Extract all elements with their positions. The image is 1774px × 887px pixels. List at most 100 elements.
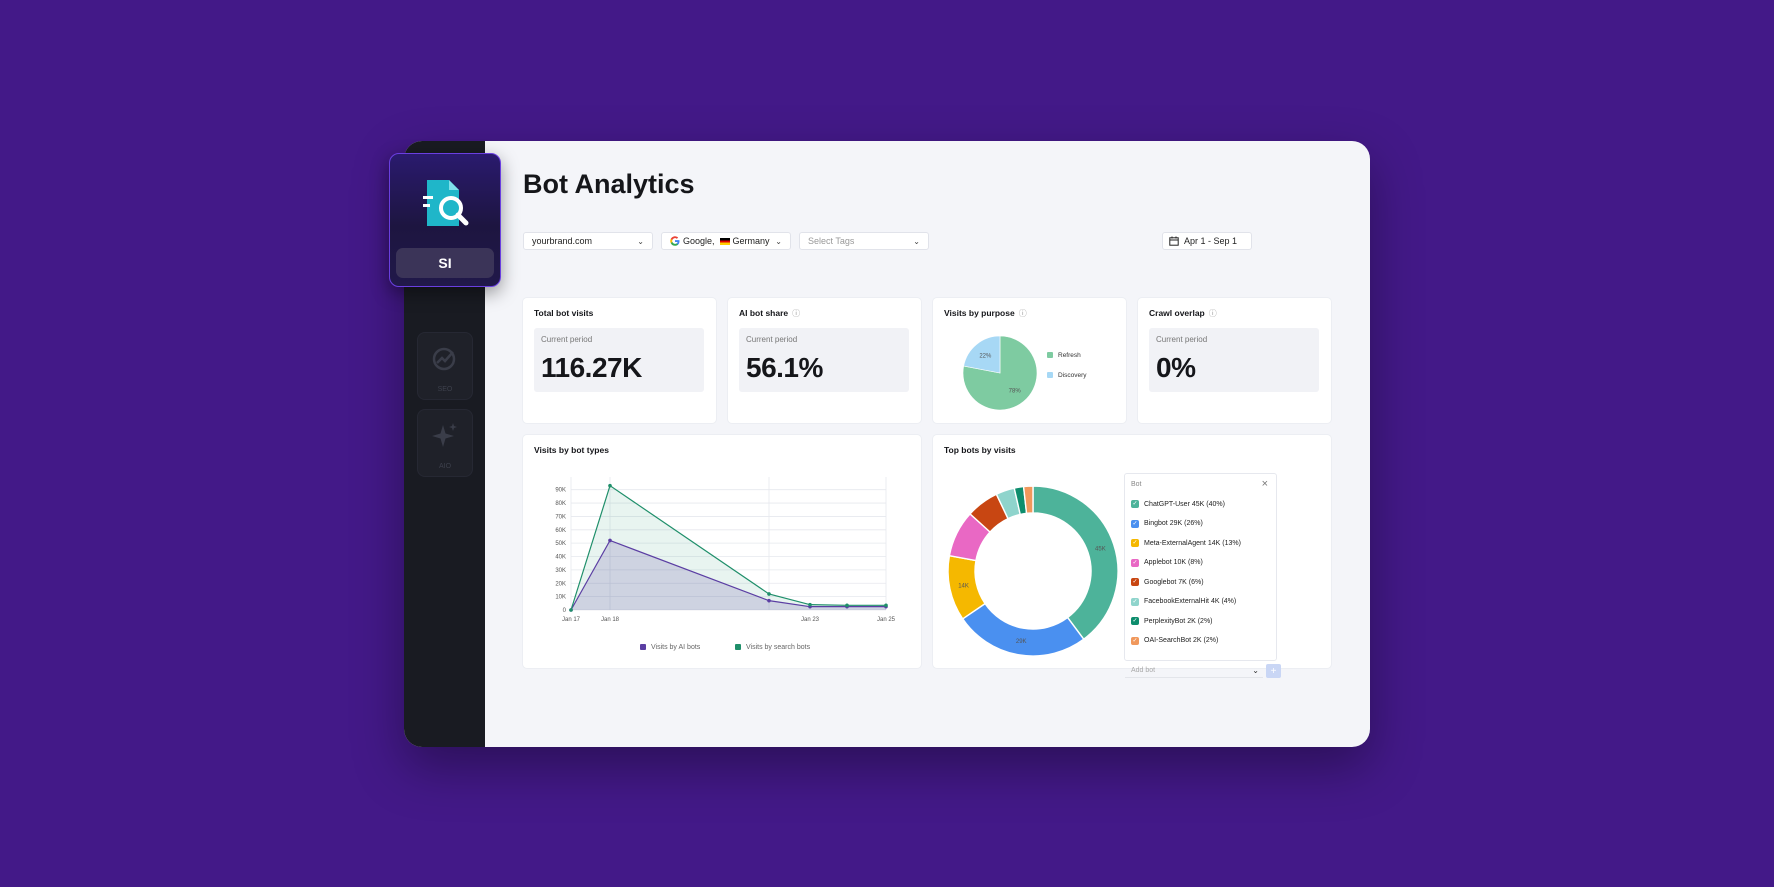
y-tick-label: 30K — [555, 568, 566, 574]
checkbox-checked-icon[interactable]: ✓ — [1131, 597, 1139, 606]
domain-select[interactable]: yourbrand.com ⌄ — [523, 232, 653, 250]
stat-box: Current period 0% — [1149, 328, 1319, 392]
bot-name: Applebot — [1144, 559, 1172, 566]
bot-legend-item[interactable]: ✓ FacebookExternalHit 4K (4%) — [1131, 597, 1237, 606]
info-icon[interactable]: ⓘ — [1208, 309, 1217, 318]
bots-donut-chart: 45K 29K 14K — [947, 485, 1119, 657]
bot-name: FacebookExternalHit — [1144, 598, 1209, 605]
bot-legend-item[interactable]: ✓ PerplexityBot 2K (2%) — [1131, 617, 1213, 625]
domain-select-value: yourbrand.com — [532, 236, 593, 246]
data-point[interactable] — [608, 483, 612, 488]
legend-swatch — [1047, 372, 1053, 379]
series-area — [571, 485, 886, 610]
sidebar-item-aio[interactable]: AIO — [417, 409, 473, 477]
card-title-wrap: Visits by purpose ⓘ — [944, 308, 1027, 319]
visits-by-purpose-card: Visits by purpose ⓘ 78% 22% Refresh Discov… — [933, 298, 1126, 423]
info-icon[interactable]: ⓘ — [792, 309, 801, 318]
info-icon[interactable]: ⓘ — [1018, 309, 1027, 318]
purpose-pie-chart: 78% 22% — [962, 335, 1038, 411]
card-title: Total bot visits — [534, 308, 594, 318]
card-title: Visits by purpose — [944, 308, 1015, 318]
close-icon[interactable]: × — [1261, 478, 1268, 490]
checkbox-checked-icon[interactable]: ✓ — [1131, 617, 1139, 625]
bot-legend-item[interactable]: ✓ Meta-ExternalAgent 14K (13%) — [1131, 539, 1241, 547]
bot-legend-item[interactable]: ✓ ChatGPT-User 45K (40%) — [1131, 500, 1225, 508]
bot-name: Bingbot — [1144, 520, 1168, 527]
y-tick-label: 90K — [555, 488, 566, 494]
date-range-picker[interactable]: Apr 1 - Sep 1 — [1162, 232, 1252, 250]
checkbox-checked-icon[interactable]: ✓ — [1131, 558, 1139, 567]
add-bot-button[interactable]: + — [1266, 664, 1281, 678]
date-range-value: Apr 1 - Sep 1 — [1184, 236, 1238, 246]
data-point[interactable] — [608, 538, 612, 543]
stat-value: 0% — [1156, 352, 1196, 383]
calendar-icon — [1169, 236, 1179, 246]
sparkle-icon — [432, 423, 457, 447]
y-tick-label: 20K — [555, 581, 566, 587]
checkbox-checked-icon[interactable]: ✓ — [1131, 539, 1139, 547]
bot-name: Googlebot — [1144, 578, 1177, 586]
donut-slice[interactable] — [1032, 485, 1119, 641]
legend-label: Refresh — [1058, 352, 1081, 359]
ai-bot-share-card: AI bot share ⓘ Current period 56.1% — [728, 298, 921, 423]
seo-chart-icon — [432, 347, 456, 371]
checkbox-checked-icon[interactable]: ✓ — [1131, 519, 1139, 528]
top-bots-by-visits-card: Top bots by visits 45K 29K 14K Bot × ✓ Chat… — [933, 435, 1331, 678]
bot-filter-panel: Bot × ✓ ChatGPT-User 45K (40%) ✓ Bingbot 29… — [1124, 473, 1281, 678]
legend-swatch — [1047, 352, 1053, 359]
data-point[interactable] — [808, 602, 812, 607]
stat-period-label: Current period — [1156, 335, 1208, 344]
donut-slice[interactable] — [961, 602, 1085, 657]
bot-legend-item[interactable]: ✓ Googlebot 7K (6%) — [1131, 578, 1204, 586]
card-title-wrap: AI bot share ⓘ — [739, 308, 800, 319]
legend-swatch — [640, 644, 646, 651]
engine-country-select[interactable]: Google, Germany ⌄ — [661, 232, 791, 250]
card-title: AI bot share — [739, 308, 789, 318]
sidebar-item-seo[interactable]: SEO — [417, 332, 473, 400]
data-point[interactable] — [767, 592, 771, 596]
tags-select[interactable]: Select Tags ⌄ — [799, 232, 929, 250]
bot-panel-header: Bot — [1131, 481, 1142, 488]
checkbox-checked-icon[interactable]: ✓ — [1131, 500, 1139, 508]
app-logo-text: SI — [396, 248, 494, 278]
donut-slice[interactable] — [1022, 485, 1034, 515]
bot-share: 2% — [1205, 637, 1216, 644]
bot-legend-item[interactable]: ✓ OAI-SearchBot 2K (2%) — [1131, 636, 1219, 645]
data-point[interactable] — [884, 603, 888, 608]
pie-slice-label: 22% — [979, 353, 992, 359]
y-tick-label: 60K — [555, 528, 566, 534]
bot-legend-item[interactable]: ✓ Applebot 10K (8%) — [1131, 558, 1203, 567]
bot-visits: 2K — [1187, 617, 1196, 625]
stat-period-label: Current period — [541, 335, 593, 344]
engine-select-value: Google, — [683, 236, 715, 246]
page-title: Bot Analytics — [523, 169, 695, 199]
document-search-icon — [423, 180, 469, 226]
donut-slice-label: 29K — [1016, 639, 1027, 645]
data-point[interactable] — [767, 598, 771, 603]
bot-visits: 10K — [1173, 559, 1187, 566]
legend-search-bots: Visits by search bots — [735, 644, 810, 651]
legend-label: Discovery — [1058, 372, 1087, 379]
bot-legend-item[interactable]: ✓ Bingbot 29K (26%) — [1131, 519, 1203, 528]
x-tick-label: Jan 23 — [801, 617, 820, 623]
germany-flag-icon — [719, 237, 730, 245]
pie-slice-discovery[interactable] — [963, 335, 1001, 374]
data-point[interactable] — [845, 603, 849, 608]
data-point[interactable] — [569, 608, 573, 612]
bot-share: 4% — [1223, 598, 1234, 605]
add-bot-select[interactable]: Add bot ⌄ — [1125, 664, 1263, 678]
checkbox-checked-icon[interactable]: ✓ — [1131, 578, 1139, 586]
add-bot-placeholder: Add bot — [1131, 667, 1156, 674]
bot-visits: 2K — [1193, 637, 1202, 644]
legend-discovery: Discovery — [1047, 372, 1087, 379]
country-select-value: Germany — [732, 236, 770, 246]
bot-name: ChatGPT-User — [1144, 500, 1190, 508]
total-bot-visits-card: Total bot visits Current period 116.27K — [523, 298, 716, 423]
stat-value: 56.1% — [746, 352, 823, 383]
bot-visits: 7K — [1178, 578, 1187, 586]
x-tick-label: Jan 25 — [877, 617, 896, 623]
x-tick-label: Jan 18 — [601, 617, 620, 623]
bot-share: 26% — [1186, 520, 1201, 527]
app-logo-card[interactable]: SI — [389, 153, 501, 287]
checkbox-checked-icon[interactable]: ✓ — [1131, 636, 1139, 645]
